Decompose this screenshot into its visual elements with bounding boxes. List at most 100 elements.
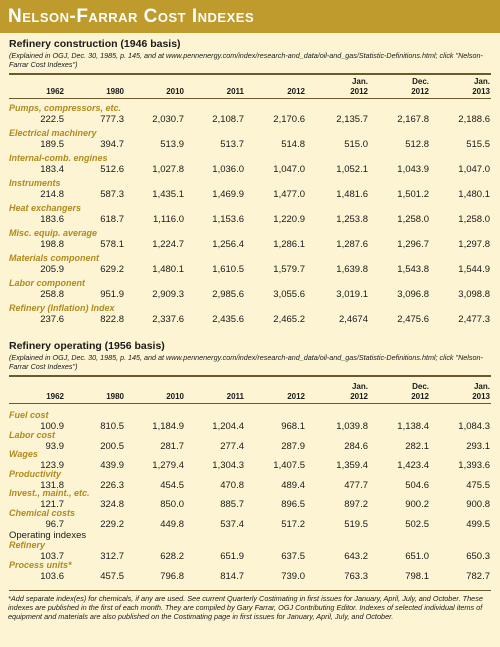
column-header-year: 2012 <box>411 87 429 96</box>
table-cell: 1,138.4 <box>397 421 429 432</box>
table-cell: 1,224.7 <box>152 239 184 250</box>
table-cell: 394.7 <box>100 139 124 150</box>
table-cell: 489.4 <box>281 479 305 491</box>
table-cell: 968.1 <box>281 421 305 432</box>
row-label: Electrical machinery <box>9 128 97 138</box>
footnote-rule <box>9 590 491 591</box>
table-cell: 214.8 <box>40 189 64 200</box>
column-header-line1: Jan. <box>473 77 490 86</box>
table-cell: 284.6 <box>344 440 368 452</box>
table-cell: 514.8 <box>281 139 305 150</box>
table-cell: 822.8 <box>100 314 124 325</box>
table-cell: 796.8 <box>160 571 184 582</box>
operating-note: (Explained in OGJ, Dec. 30, 1985, p. 145… <box>9 353 483 371</box>
column-header-line1: Dec. <box>412 382 429 391</box>
table-cell: 651.0 <box>405 551 429 562</box>
table-cell: 1,393.6 <box>458 460 490 471</box>
column-header-year: 2012 <box>287 392 305 401</box>
row-label: Labor component <box>9 278 85 288</box>
table-cell: 1,287.6 <box>336 239 368 250</box>
column-header-line1: Jan. <box>473 382 490 391</box>
table-cell: 2,985.6 <box>212 289 244 300</box>
table-cell: 2,4674 <box>338 314 368 325</box>
table-cell: 814.7 <box>220 571 244 582</box>
table-cell: 183.6 <box>40 214 64 225</box>
table-cell: 312.7 <box>100 551 124 562</box>
table-cell: 1,043.9 <box>397 164 429 175</box>
table-cell: 502.5 <box>405 518 429 530</box>
table-cell: 1,116.0 <box>153 214 184 225</box>
table-cell: 2,909.3 <box>152 289 184 300</box>
table-cell: 1,481.6 <box>336 189 368 200</box>
table-cell: 1,220.9 <box>273 214 305 225</box>
table-cell: 1,286.1 <box>273 239 305 250</box>
table-cell: 222.5 <box>40 114 64 125</box>
table-cell: 1,610.5 <box>212 264 244 275</box>
table-cell: 897.2 <box>344 499 368 510</box>
table-cell: 1,469.9 <box>212 189 244 200</box>
table-cell: 229.2 <box>100 518 124 530</box>
table-cell: 499.5 <box>466 518 490 530</box>
table-cell: 293.1 <box>466 440 490 452</box>
operating-indexes-heading: Operating indexes <box>9 530 87 541</box>
table-cell: 1,036.0 <box>212 164 244 175</box>
table-cell: 1,579.7 <box>273 264 305 275</box>
table-cell: 1,423.4 <box>397 460 429 471</box>
table-cell: 287.9 <box>281 440 305 452</box>
row-label: Fuel cost <box>9 410 49 420</box>
table-cell: 1,477.0 <box>273 189 305 200</box>
table-cell: 198.8 <box>40 239 64 250</box>
table-cell: 3,098.8 <box>458 289 490 300</box>
row-label: Heat exchangers <box>9 203 82 213</box>
table-cell: 2,475.6 <box>397 314 429 325</box>
table-cell: 1,184.9 <box>152 421 184 432</box>
construction-header-rule <box>9 98 491 99</box>
table-cell: 277.4 <box>220 440 244 452</box>
row-label: Chemical costs <box>9 507 76 518</box>
table-cell: 475.5 <box>466 479 490 491</box>
table-cell: 2,435.6 <box>212 314 244 325</box>
table-cell: 1,297.8 <box>458 239 490 250</box>
table-cell: 1,253.8 <box>336 214 368 225</box>
table-cell: 1,052.1 <box>336 164 368 175</box>
table-cell: 651.9 <box>220 551 244 562</box>
table-cell: 1,027.8 <box>152 164 184 175</box>
table-cell: 1,480.1 <box>152 264 184 275</box>
table-cell: 810.5 <box>100 421 124 432</box>
table-cell: 1,084.3 <box>458 421 490 432</box>
table-cell: 93.9 <box>45 440 65 452</box>
column-header-year: 2010 <box>166 87 184 96</box>
table-cell: 324.8 <box>100 499 124 510</box>
table-cell: 2,135.7 <box>336 114 368 125</box>
table-cell: 1,258.0 <box>397 214 429 225</box>
table-cell: 798.1 <box>405 571 429 582</box>
table-cell: 1,544.9 <box>458 264 490 275</box>
column-header-line1: Jan. <box>351 77 368 86</box>
column-header-year: 2012 <box>350 87 368 96</box>
table-cell: 200.5 <box>100 440 124 452</box>
table-cell: 504.6 <box>405 479 429 491</box>
column-header-year: 1980 <box>106 392 124 401</box>
table-cell: 1,639.8 <box>336 264 368 275</box>
table-cell: 515.5 <box>466 139 490 150</box>
table-cell: 2,477.3 <box>458 314 490 325</box>
row-label: Wages <box>9 449 38 459</box>
row-label: Instruments <box>9 178 61 188</box>
page-title: Nelson-Farrar Cost Indexes <box>0 0 500 33</box>
column-header-year: 2012 <box>411 392 429 401</box>
table-cell: 643.2 <box>344 551 368 562</box>
table-cell: 1,407.5 <box>273 460 305 471</box>
column-header-year: 2011 <box>226 87 244 96</box>
operating-heading: Refinery operating (1956 basis) <box>9 340 165 352</box>
row-label: Materials component <box>9 253 100 263</box>
table-cell: 1,543.8 <box>397 264 429 275</box>
table-cell: 763.3 <box>344 571 368 582</box>
operating-top-rule <box>9 375 491 377</box>
table-cell: 1,153.6 <box>212 214 244 225</box>
table-cell: 896.5 <box>281 499 305 510</box>
table-cell: 1,359.4 <box>336 460 368 471</box>
column-header-year: 2012 <box>287 87 305 96</box>
table-cell: 1,304.3 <box>212 460 244 471</box>
table-cell: 517.2 <box>281 518 305 530</box>
table-cell: 457.5 <box>100 571 124 582</box>
